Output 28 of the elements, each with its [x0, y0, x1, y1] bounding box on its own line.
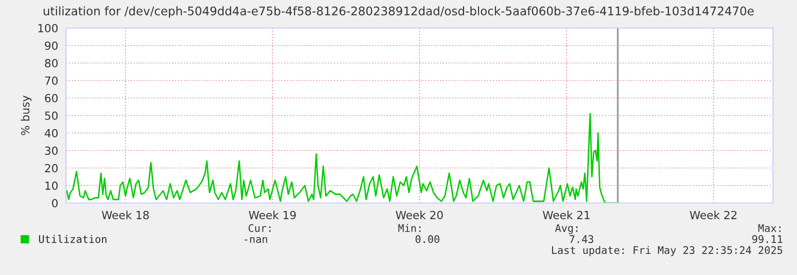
- text: Avg:: [555, 224, 578, 234]
- y-tick-label: 80: [44, 58, 58, 68]
- y-tick-label: 90: [44, 41, 58, 50]
- x-tick-label: Week 18: [102, 210, 149, 220]
- legend-label: Utilization: [39, 234, 106, 244]
- y-tick-label: 30: [45, 146, 58, 155]
- y-tick-label: 60: [45, 94, 58, 102]
- text: -nan: [244, 237, 268, 244]
- y-tick-label: 100: [38, 24, 58, 32]
- x-tick-label: Week 21: [542, 210, 590, 220]
- text: 7.43: [570, 235, 594, 244]
- text: 0.00: [416, 235, 440, 244]
- text: Max:: [758, 224, 780, 232]
- text: Min:: [398, 224, 420, 232]
- x-tick-label: Week 19: [248, 210, 296, 220]
- y-axis-title: % busy: [20, 96, 32, 136]
- text: Last update: Fri May 23 22:35:24 2025: [552, 246, 782, 256]
- y-tick-label: 10: [45, 181, 58, 190]
- y-tick-label: 70: [45, 76, 58, 85]
- text: Cur:: [248, 224, 270, 232]
- text: 99.11: [752, 235, 782, 244]
- chart-title: utilization for /dev/ceph-5049dd4a-e75b-4f58-8126-280238912dad/osd-block-5aaf060b-37e6-4119-bfeb-103d1472470e: [44, 6, 754, 18]
- y-tick-label: 50: [45, 111, 58, 120]
- y-tick-label: 20: [45, 164, 58, 172]
- y-tick-label: 40: [44, 128, 58, 138]
- y-tick-label: 0: [52, 198, 58, 208]
- x-tick-label: Week 20: [396, 210, 443, 220]
- x-tick-label: Week 22: [690, 210, 736, 220]
